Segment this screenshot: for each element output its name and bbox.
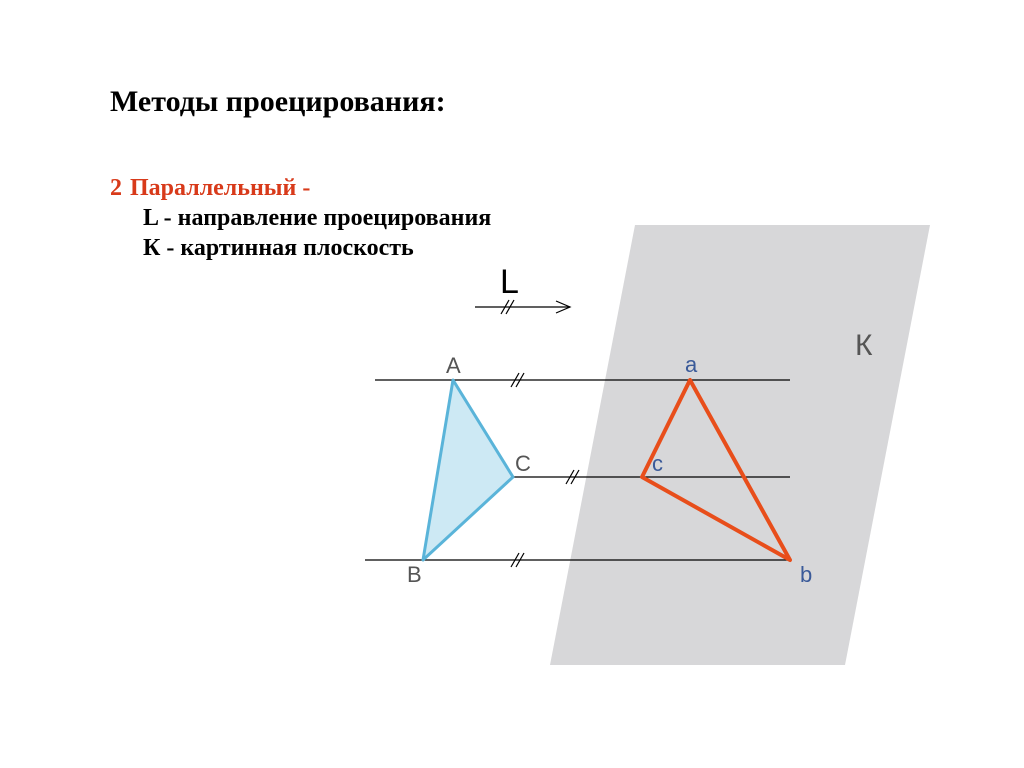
slide-page: Методы проецирования: 2 Параллельный - L…	[0, 0, 1024, 768]
direction-label-L: L	[500, 263, 519, 301]
plane-label-K: К	[855, 329, 873, 362]
projection-label-c: c	[652, 451, 663, 476]
projection-label-b: b	[800, 562, 812, 587]
vertex-label-C: C	[515, 451, 531, 476]
subtitle-name: Параллельный -	[130, 175, 310, 202]
projection-label-a: a	[685, 352, 698, 377]
source-triangle	[423, 380, 513, 560]
vertex-label-B: B	[407, 562, 422, 587]
subtitle-number: 2	[110, 175, 122, 202]
page-title: Методы проецирования:	[110, 85, 446, 119]
projection-diagram: L A C Ba c b К	[290, 225, 930, 695]
picture-plane	[550, 225, 930, 665]
vertex-label-A: A	[446, 353, 461, 378]
